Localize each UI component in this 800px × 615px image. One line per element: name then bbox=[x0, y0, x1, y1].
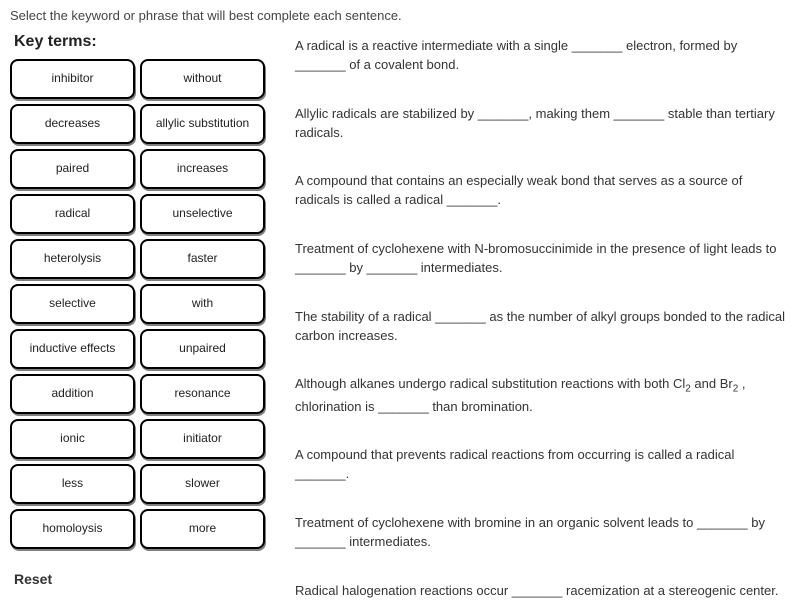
term-button[interactable]: unselective bbox=[140, 194, 265, 234]
term-button[interactable]: addition bbox=[10, 374, 135, 414]
term-button[interactable]: without bbox=[140, 59, 265, 99]
term-button[interactable]: slower bbox=[140, 464, 265, 504]
instructions-text: Select the keyword or phrase that will b… bbox=[10, 8, 790, 23]
term-button[interactable]: with bbox=[140, 284, 265, 324]
sentence[interactable]: A compound that prevents radical reactio… bbox=[295, 446, 790, 484]
sentences-panel: A radical is a reactive intermediate wit… bbox=[265, 33, 790, 601]
term-button[interactable]: decreases bbox=[10, 104, 135, 144]
term-button[interactable]: homoloysis bbox=[10, 509, 135, 549]
terms-grid: inhibitorwithoutdecreasesallylic substit… bbox=[10, 59, 265, 549]
term-button[interactable]: heterolysis bbox=[10, 239, 135, 279]
sentence[interactable]: Treatment of cyclohexene with bromine in… bbox=[295, 514, 790, 552]
term-button[interactable]: more bbox=[140, 509, 265, 549]
key-terms-panel: Key terms: inhibitorwithoutdecreasesally… bbox=[10, 33, 265, 587]
sentence[interactable]: Radical halogenation reactions occur ___… bbox=[295, 582, 790, 601]
term-button[interactable]: selective bbox=[10, 284, 135, 324]
sentence[interactable]: Treatment of cyclohexene with N-bromosuc… bbox=[295, 240, 790, 278]
term-button[interactable]: resonance bbox=[140, 374, 265, 414]
term-button[interactable]: radical bbox=[10, 194, 135, 234]
sentence[interactable]: A compound that contains an especially w… bbox=[295, 172, 790, 210]
term-button[interactable]: inhibitor bbox=[10, 59, 135, 99]
term-button[interactable]: initiator bbox=[140, 419, 265, 459]
term-button[interactable]: unpaired bbox=[140, 329, 265, 369]
term-button[interactable]: faster bbox=[140, 239, 265, 279]
term-button[interactable]: ionic bbox=[10, 419, 135, 459]
sentence[interactable]: The stability of a radical _______ as th… bbox=[295, 308, 790, 346]
term-button[interactable]: paired bbox=[10, 149, 135, 189]
term-button[interactable]: allylic substitution bbox=[140, 104, 265, 144]
term-button[interactable]: inductive effects bbox=[10, 329, 135, 369]
term-button[interactable]: increases bbox=[140, 149, 265, 189]
sentence[interactable]: Although alkanes undergo radical substit… bbox=[295, 375, 790, 416]
sentence[interactable]: Allylic radicals are stabilized by _____… bbox=[295, 105, 790, 143]
sentence[interactable]: A radical is a reactive intermediate wit… bbox=[295, 37, 790, 75]
reset-button[interactable]: Reset bbox=[14, 571, 265, 587]
main-container: Key terms: inhibitorwithoutdecreasesally… bbox=[10, 33, 790, 601]
term-button[interactable]: less bbox=[10, 464, 135, 504]
key-terms-title: Key terms: bbox=[14, 33, 265, 51]
